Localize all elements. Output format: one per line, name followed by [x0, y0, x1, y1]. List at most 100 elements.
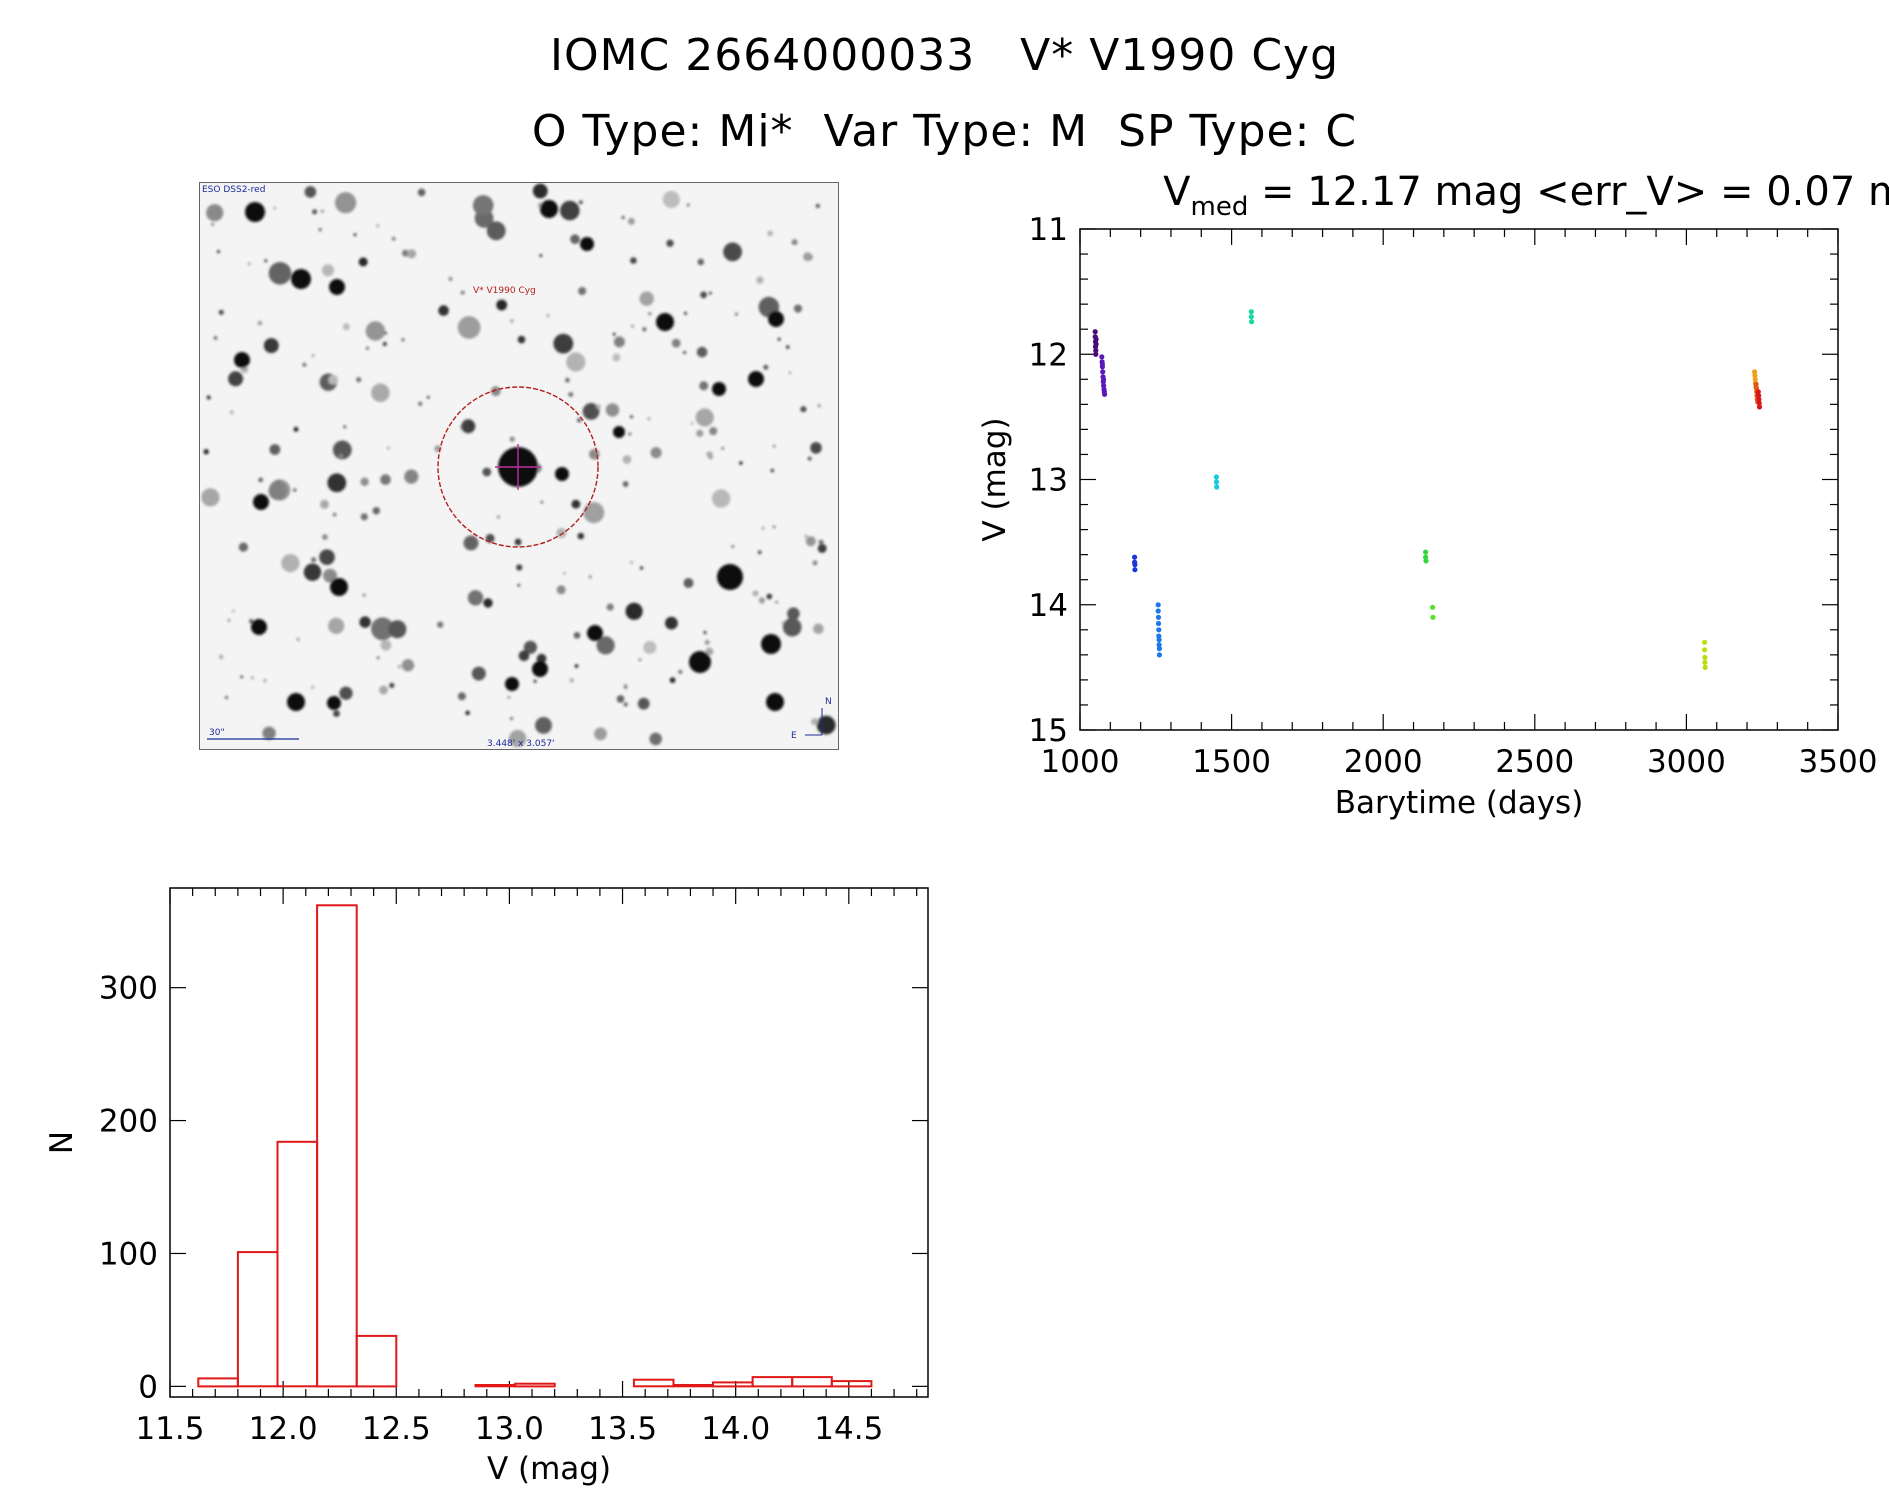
- lightcurve-x-label: Barytime (days): [1335, 785, 1584, 821]
- star: [638, 658, 642, 662]
- bright-star: [766, 693, 784, 711]
- star: [624, 685, 628, 690]
- lightcurve-y-tick-label: 15: [1029, 713, 1068, 749]
- star: [240, 675, 244, 679]
- star: [460, 425, 464, 429]
- star: [562, 571, 566, 575]
- star: [339, 686, 353, 700]
- star: [211, 222, 215, 226]
- star: [791, 239, 798, 246]
- star: [810, 442, 822, 454]
- star: [686, 203, 690, 207]
- star: [813, 623, 824, 635]
- lightcurve-series-s4: [1155, 602, 1162, 658]
- star: [582, 403, 600, 420]
- histogram-bar: [751, 1376, 794, 1388]
- histogram-bar: [236, 1251, 279, 1388]
- star: [401, 659, 415, 672]
- star: [812, 560, 818, 566]
- data-point: [1132, 554, 1138, 560]
- star: [782, 617, 802, 637]
- data-point: [1132, 562, 1138, 568]
- star: [339, 454, 343, 458]
- star: [509, 716, 514, 721]
- star: [365, 321, 386, 341]
- star: [320, 499, 329, 509]
- star: [218, 309, 224, 315]
- star: [665, 616, 678, 630]
- star: [772, 444, 776, 448]
- star: [318, 228, 322, 232]
- star: [639, 566, 644, 570]
- star: [516, 564, 523, 571]
- histogram-bar: [712, 1381, 754, 1388]
- star: [817, 404, 821, 408]
- histogram-bar: [514, 1382, 556, 1388]
- data-point: [1214, 484, 1220, 490]
- lightcurve-x-tick-label: 3000: [1647, 744, 1726, 780]
- lightcurve-series-s1: [1092, 329, 1099, 357]
- star: [482, 467, 492, 477]
- star: [250, 676, 254, 680]
- star: [627, 217, 635, 225]
- star: [605, 403, 620, 417]
- star: [376, 656, 380, 660]
- star: [469, 423, 473, 427]
- star: [622, 455, 632, 464]
- star: [438, 305, 449, 316]
- data-point: [1756, 400, 1762, 406]
- star: [490, 386, 501, 397]
- star: [630, 560, 634, 564]
- histogram-bar: [316, 904, 358, 1388]
- star: [496, 515, 500, 519]
- star: [758, 597, 766, 604]
- star: [696, 346, 708, 358]
- star: [302, 362, 307, 367]
- star: [417, 188, 426, 197]
- star: [457, 316, 481, 339]
- histogram-x-tick-label: 14.0: [701, 1411, 770, 1447]
- data-point: [1156, 637, 1162, 643]
- star: [569, 678, 574, 683]
- star: [333, 710, 340, 717]
- star: [596, 636, 615, 655]
- star: [817, 543, 827, 553]
- data-point: [1756, 396, 1762, 402]
- lightcurve-y-tick-label: 11: [1029, 212, 1068, 248]
- data-point: [1155, 608, 1161, 614]
- north-label: N: [825, 697, 832, 707]
- bright-star: [555, 467, 569, 481]
- star: [628, 432, 632, 436]
- star: [496, 299, 508, 311]
- star: [268, 482, 287, 500]
- star: [388, 620, 407, 639]
- star: [642, 327, 647, 332]
- star: [328, 375, 338, 385]
- star: [662, 190, 680, 209]
- star: [649, 732, 662, 746]
- star: [304, 186, 317, 198]
- star: [539, 254, 543, 258]
- orientation-compass: [805, 708, 823, 736]
- star: [803, 252, 812, 262]
- star: [201, 488, 220, 507]
- star-field: [201, 183, 836, 748]
- bright-star: [505, 677, 519, 691]
- star: [800, 406, 807, 413]
- data-point: [1702, 664, 1708, 671]
- star: [335, 192, 357, 214]
- data-point: [1100, 369, 1106, 375]
- star: [788, 371, 792, 375]
- lightcurve-series-s8: [1430, 604, 1436, 620]
- histogram-bar: [791, 1376, 833, 1388]
- bright-star: [712, 382, 726, 396]
- star: [683, 351, 686, 354]
- star: [293, 488, 297, 492]
- star: [206, 204, 224, 222]
- chart-title-line2: O Type: Mi* Var Type: M SP Type: C: [531, 106, 1358, 157]
- data-point: [1752, 372, 1758, 379]
- star: [613, 336, 625, 348]
- star: [566, 352, 586, 372]
- data-point: [1702, 654, 1708, 661]
- bright-star: [613, 426, 625, 438]
